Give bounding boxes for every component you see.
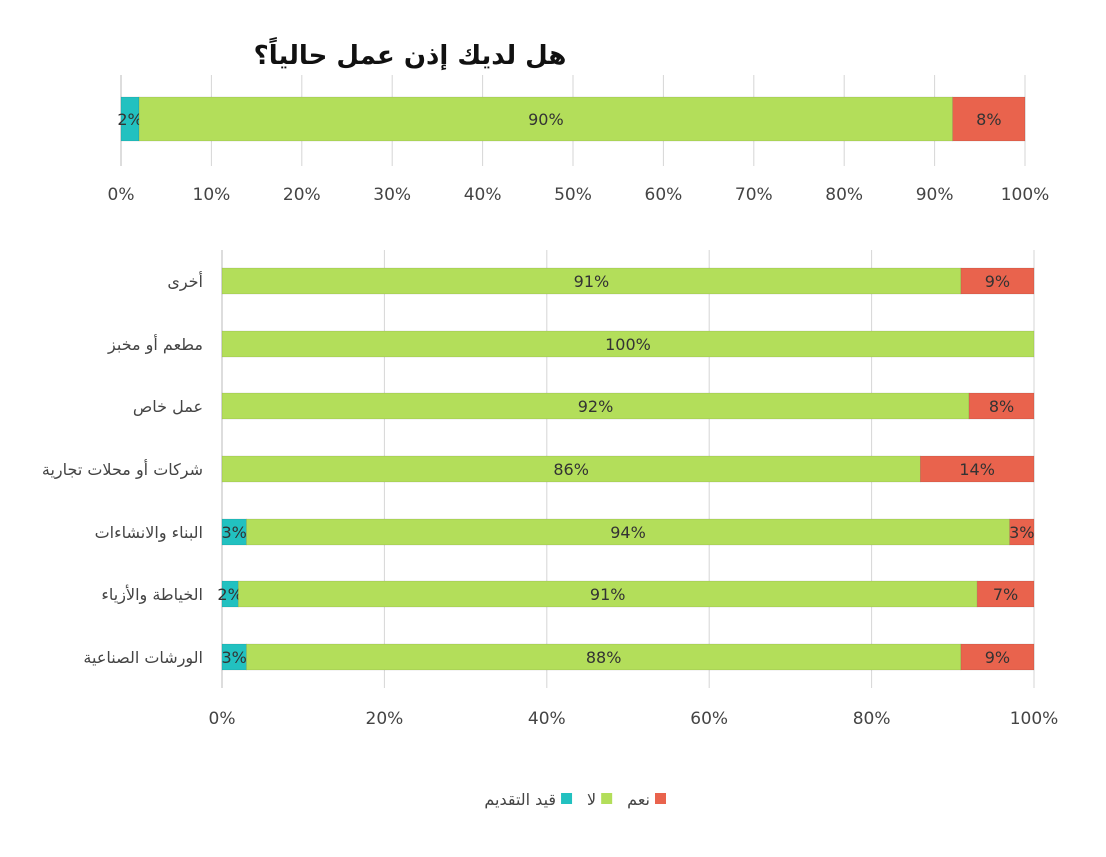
data-label: 91% [590,585,626,604]
data-label: 94% [610,523,646,542]
bar-segment [960,267,1035,295]
bar-segment [976,580,1035,608]
data-label: 92% [578,397,614,416]
data-label: 9% [985,272,1010,291]
x-tick-label: 90% [916,185,954,205]
legend-swatch [561,793,573,804]
data-label: 91% [574,272,610,291]
data-label: 3% [221,648,246,667]
data-label: 86% [553,460,589,479]
category-label: الورشات الصناعية [83,648,203,668]
bar-segment [246,518,1010,546]
x-tick-label: 20% [283,185,321,205]
data-label: 90% [528,110,564,129]
x-tick-label: 80% [853,709,891,729]
data-label: 88% [586,648,622,667]
data-label: 8% [989,397,1014,416]
x-tick-label: 100% [1010,709,1059,729]
data-label: 3% [221,523,246,542]
data-label: 2% [117,110,142,129]
category-label: البناء والانشاءات [95,523,203,543]
category-label: أخرى [167,271,203,292]
x-tick-label: 0% [108,185,135,205]
x-tick-label: 30% [373,185,411,205]
bar-segment [968,392,1035,420]
category-label: شركات أو محلات تجارية [42,459,203,480]
x-tick-label: 10% [193,185,231,205]
bar-segment [221,455,921,483]
bar-segment [1009,518,1035,546]
x-tick-label: 40% [528,709,566,729]
bar-segment [960,643,1035,671]
legend-label: لا [587,790,596,809]
bar-segment [221,330,1035,358]
legend-label: نعم [627,790,650,809]
bar-segment [237,580,978,608]
data-label: 7% [993,585,1018,604]
x-tick-label: 80% [825,185,863,205]
bar-segment [920,455,1035,483]
x-tick-label: 0% [209,709,236,729]
x-tick-label: 50% [554,185,592,205]
chart-title: هل لديك إذن عمل حالياً؟ [254,36,567,71]
data-label: 9% [985,648,1010,667]
legend-swatch [601,793,613,804]
x-tick-label: 100% [1001,185,1050,205]
data-label: 100% [605,335,651,354]
x-tick-label: 60% [645,185,683,205]
data-label: 2% [217,585,242,604]
bar-segment [138,96,953,142]
x-tick-label: 60% [690,709,728,729]
legend-swatch [655,793,666,804]
x-tick-label: 20% [366,709,404,729]
data-label: 8% [976,110,1001,129]
bar-segment [952,96,1026,142]
data-label: 3% [1009,523,1034,542]
bar-segment [221,267,962,295]
x-tick-label: 40% [464,185,502,205]
x-tick-label: 70% [735,185,773,205]
data-label: 14% [959,460,995,479]
category-label: عمل خاص [133,397,203,417]
legend-label: قيد التقديم [484,790,556,809]
category-label: مطعم أو مخبز [107,334,203,355]
bar-segment [221,643,247,671]
category-label: الخياطة والأزياء [101,584,203,605]
